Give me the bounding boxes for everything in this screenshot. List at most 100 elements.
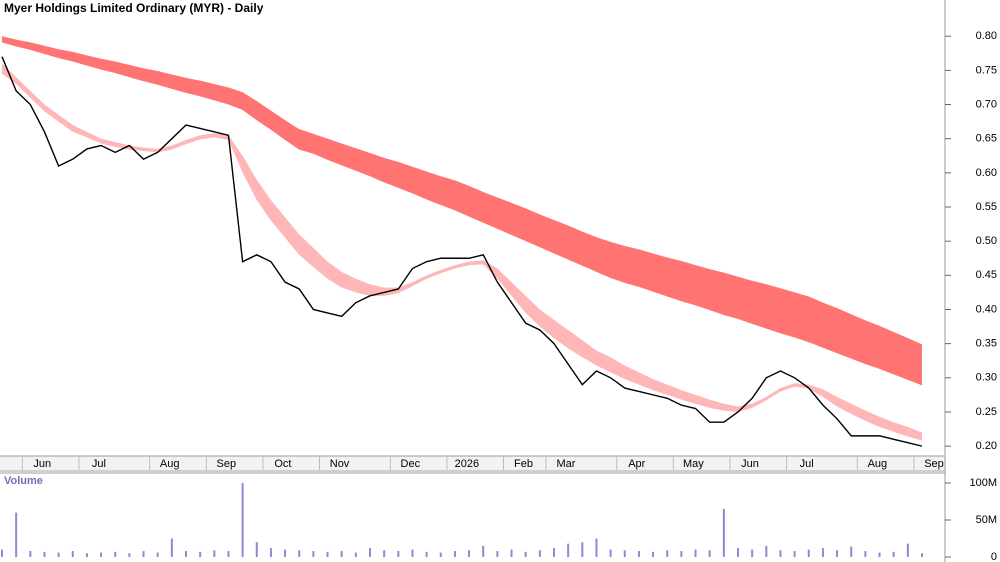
volume-bar bbox=[298, 550, 301, 557]
x-tick-label: 2026 bbox=[455, 458, 479, 470]
volume-bar bbox=[255, 542, 258, 557]
volume-bar bbox=[227, 551, 230, 557]
volume-bar bbox=[637, 551, 640, 557]
volume-bar bbox=[170, 538, 173, 557]
volume-bar bbox=[708, 550, 711, 557]
volume-bar bbox=[779, 550, 782, 557]
volume-bar bbox=[15, 512, 18, 557]
volume-bar bbox=[354, 552, 357, 557]
volume-bar bbox=[411, 549, 414, 557]
y-tick-label: 100M bbox=[969, 477, 997, 489]
volume-bar bbox=[921, 553, 923, 557]
x-tick-label: Jul bbox=[92, 458, 106, 470]
y-tick-label: 0.65 bbox=[976, 133, 997, 145]
volume-bar bbox=[241, 483, 244, 557]
x-tick-label: Oct bbox=[274, 458, 291, 470]
volume-bar bbox=[269, 548, 272, 557]
volume-bar bbox=[156, 552, 159, 557]
volume-bar bbox=[680, 551, 683, 557]
chart-title: Myer Holdings Limited Ordinary (MYR) - D… bbox=[4, 1, 264, 15]
volume-bar bbox=[185, 551, 187, 557]
volume-bar bbox=[821, 548, 824, 557]
volume-bar bbox=[142, 551, 145, 557]
x-tick-label: Jul bbox=[800, 458, 814, 470]
volume-bar bbox=[751, 549, 754, 557]
x-tick-label: Sep bbox=[217, 458, 237, 470]
volume-bar bbox=[666, 550, 669, 557]
y-tick-label: 0.80 bbox=[976, 30, 997, 42]
volume-bar bbox=[397, 551, 400, 557]
volume-bar bbox=[312, 551, 315, 557]
volume-bar bbox=[581, 542, 584, 557]
volume-bar bbox=[453, 551, 456, 557]
y-tick-label: 0.55 bbox=[976, 201, 997, 213]
x-tick-label: Aug bbox=[160, 458, 180, 470]
volume-bar bbox=[878, 552, 881, 557]
y-tick-label: 0.70 bbox=[976, 98, 997, 110]
volume-bar bbox=[383, 550, 386, 557]
volume-bar bbox=[439, 552, 442, 557]
volume-bar bbox=[595, 538, 598, 557]
volume-bar bbox=[340, 551, 343, 557]
volume-bar bbox=[326, 551, 329, 557]
volume-bar bbox=[71, 551, 74, 557]
volume-bar bbox=[567, 543, 570, 557]
volume-bar bbox=[199, 551, 202, 557]
y-tick-label: 0.60 bbox=[976, 167, 997, 179]
band bbox=[2, 36, 922, 386]
volume-bar bbox=[29, 551, 32, 557]
volume-bar bbox=[793, 551, 796, 557]
volume-bar bbox=[1, 549, 3, 557]
x-tick-label: Jun bbox=[741, 458, 759, 470]
volume-bar bbox=[623, 550, 626, 557]
volume-bar bbox=[468, 550, 471, 557]
volume-bar bbox=[100, 552, 103, 557]
volume-bar bbox=[765, 545, 768, 557]
x-tick-label: Jun bbox=[33, 458, 51, 470]
volume-bar bbox=[836, 550, 839, 557]
x-tick-label: Dec bbox=[401, 458, 421, 470]
volume-bar bbox=[864, 551, 867, 557]
y-tick-label: 0.40 bbox=[976, 303, 997, 315]
volume-bar bbox=[524, 551, 527, 557]
volume-bar bbox=[213, 550, 216, 557]
x-tick-label: Aug bbox=[868, 458, 888, 470]
volume-bar bbox=[114, 551, 117, 557]
volume-bar bbox=[85, 553, 88, 557]
volume-bar bbox=[850, 546, 853, 557]
volume-bar bbox=[722, 508, 725, 557]
volume-bar bbox=[906, 543, 909, 557]
y-tick-label: 0.30 bbox=[976, 372, 997, 384]
volume-bar bbox=[553, 548, 555, 557]
y-tick-label: 0.75 bbox=[976, 64, 997, 76]
x-tick-label: May bbox=[683, 458, 704, 470]
volume-bar bbox=[425, 551, 428, 557]
volume-bar bbox=[737, 548, 739, 557]
y-tick-label: 0.20 bbox=[976, 440, 997, 452]
volume-bar bbox=[57, 552, 60, 557]
x-tick-label: Mar bbox=[557, 458, 576, 470]
y-tick-label: 0.35 bbox=[976, 338, 997, 350]
volume-bar bbox=[43, 551, 46, 557]
x-tick-label: Apr bbox=[628, 458, 645, 470]
x-axis-band bbox=[0, 456, 945, 470]
y-tick-label: 0.50 bbox=[976, 235, 997, 247]
volume-bar bbox=[892, 551, 895, 557]
price-line bbox=[1, 56, 923, 447]
y-tick-label: 0 bbox=[991, 551, 997, 562]
band bbox=[2, 63, 922, 441]
panel-separator bbox=[0, 470, 945, 474]
volume-bar bbox=[807, 549, 810, 557]
volume-bar bbox=[496, 551, 499, 557]
y-tick-label: 0.45 bbox=[976, 269, 997, 281]
volume-bar bbox=[652, 551, 655, 557]
volume-bar bbox=[284, 549, 287, 557]
x-tick-label: Feb bbox=[514, 458, 533, 470]
y-tick-label: 0.25 bbox=[976, 406, 997, 418]
volume-bar bbox=[369, 548, 371, 557]
y-tick-label: 50M bbox=[976, 514, 997, 526]
x-tick-label: Nov bbox=[330, 458, 350, 470]
volume-title: Volume bbox=[4, 475, 43, 487]
volume-bar bbox=[510, 549, 513, 557]
